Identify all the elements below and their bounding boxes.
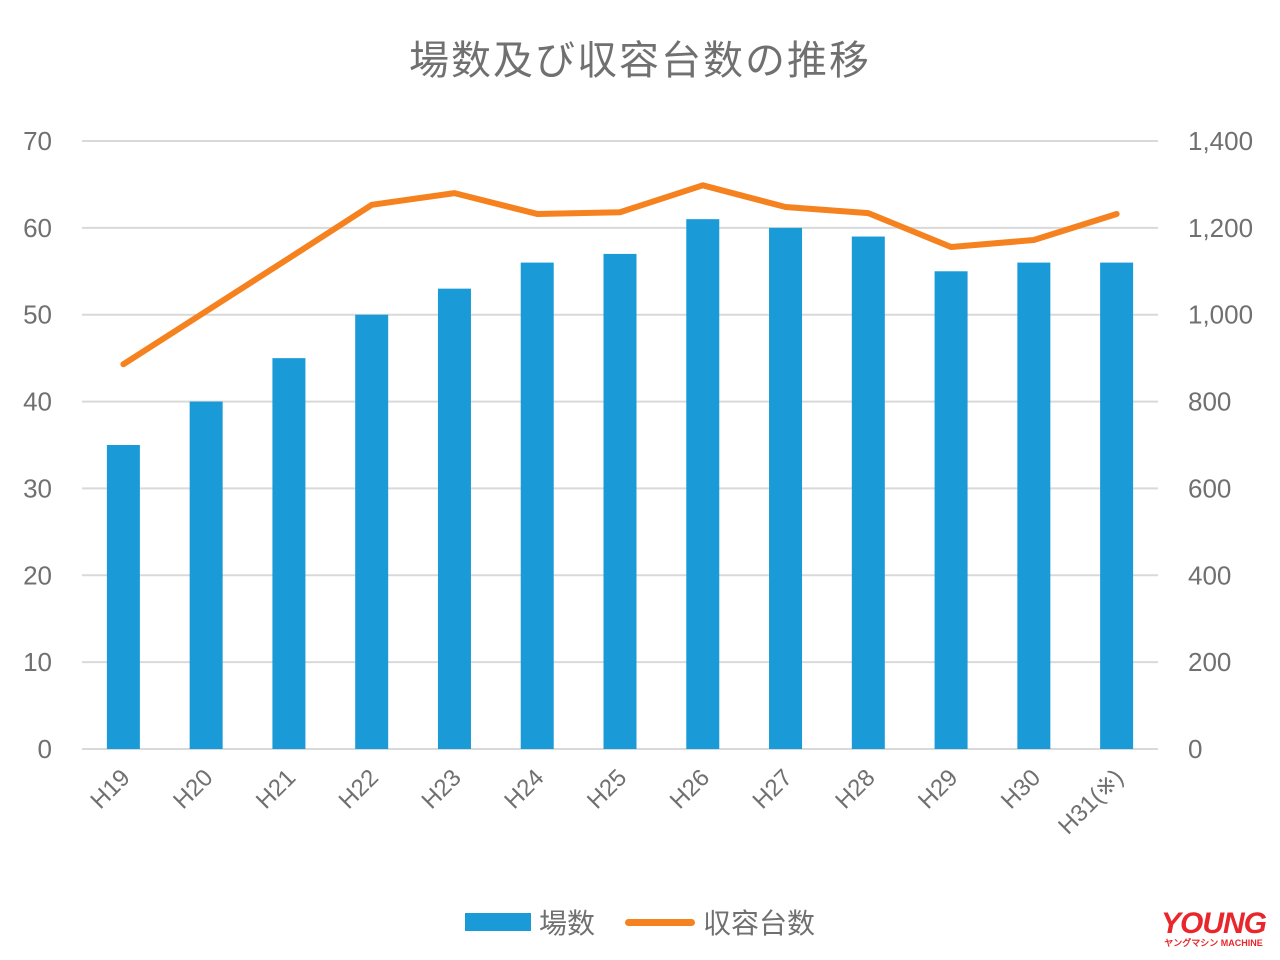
legend-item-line: 収容台数 — [625, 902, 815, 942]
left-axis-tick-label: 10 — [23, 647, 52, 677]
left-axis-tick-label: 70 — [23, 126, 52, 156]
left-axis-tick-label: 60 — [23, 213, 52, 243]
x-axis-tick-label: H23 — [416, 764, 466, 814]
legend-item-bar: 場数 — [464, 902, 595, 942]
x-axis-tick-label: H30 — [996, 764, 1046, 814]
right-axis-tick-label: 1,200 — [1188, 213, 1253, 243]
logo-subtext: ヤングマシン MACHINE — [1164, 938, 1263, 948]
young-machine-logo: YOUNG ヤングマシン MACHINE — [1160, 907, 1267, 949]
left-axis-tick-label: 40 — [23, 387, 52, 417]
right-axis-tick-label: 800 — [1188, 387, 1231, 417]
bar — [272, 358, 306, 749]
series-line — [120, 182, 1120, 368]
x-axis-tick-label: H31(※) — [1053, 764, 1129, 840]
right-axis-tick-label: 200 — [1188, 647, 1231, 677]
x-axis-tick-label: H28 — [830, 764, 880, 814]
logo-text: YOUNG — [1160, 907, 1267, 940]
bar — [189, 401, 223, 749]
bar — [851, 236, 885, 750]
legend-label-line: 収容台数 — [703, 907, 816, 940]
x-axis-tick-label: H26 — [665, 764, 715, 814]
bar — [769, 227, 803, 749]
right-axis-tick-label: 600 — [1188, 473, 1231, 503]
bar — [934, 271, 968, 749]
legend-swatch-bar — [464, 913, 531, 931]
right-axis-tick-label: 1,000 — [1188, 300, 1253, 330]
left-axis-tick-label: 50 — [23, 300, 52, 330]
x-axis-tick-label: H19 — [85, 764, 135, 814]
legend: 場数 収容台数 — [0, 902, 1280, 942]
bar — [437, 288, 471, 749]
bar — [1017, 262, 1051, 749]
left-axis-tick-label: 20 — [23, 560, 52, 590]
right-axis-tick-label: 400 — [1188, 560, 1231, 590]
x-axis-tick-label: H20 — [168, 764, 218, 814]
legend-label-bar: 場数 — [538, 907, 595, 940]
right-axis-tick-label: 1,400 — [1188, 126, 1253, 156]
left-axis-tick-label: 0 — [38, 734, 52, 764]
bar — [686, 219, 720, 749]
legend-swatch-line — [625, 918, 695, 926]
bar — [603, 253, 637, 749]
right-axis-tick-label: 0 — [1188, 734, 1202, 764]
bar — [355, 314, 389, 749]
x-axis-tick-label: H29 — [913, 764, 963, 814]
x-axis-tick-label: H25 — [582, 764, 632, 814]
left-axis-tick-label: 30 — [23, 473, 52, 503]
bar — [106, 445, 140, 749]
bar — [520, 262, 554, 749]
bar — [1100, 262, 1134, 749]
x-axis-tick-label: H27 — [748, 764, 798, 814]
chart-title: 場数及び収容台数の推移 — [409, 38, 871, 84]
x-axis-tick-label: H22 — [334, 764, 384, 814]
x-axis-tick-label: H24 — [499, 764, 549, 814]
x-axis-tick-label: H21 — [251, 764, 301, 814]
